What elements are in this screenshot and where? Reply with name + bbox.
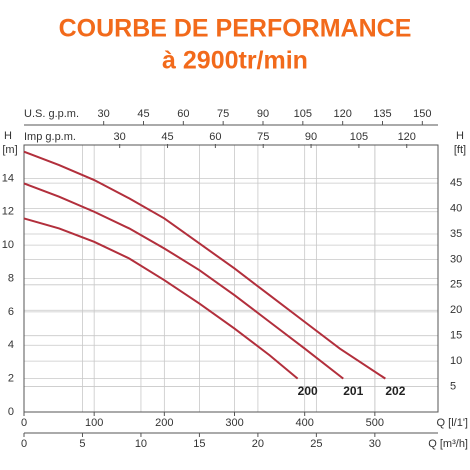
plot-frame <box>23 144 439 413</box>
y2-tick-label: 15 <box>450 330 462 342</box>
x2-tick-label: 15 <box>193 438 205 450</box>
x2-tick-label: 20 <box>252 438 264 450</box>
y2-tick-label: 30 <box>450 253 462 265</box>
x2-tick-label: 30 <box>369 438 381 450</box>
x-tick-label: 500 <box>366 417 384 429</box>
top-tick-label: 90 <box>305 131 317 143</box>
top-tick-label: 90 <box>257 108 269 120</box>
y-tick-label: 14 <box>2 172 14 184</box>
x2-tick-label: 10 <box>135 438 147 450</box>
y2-tick-label: 5 <box>450 380 456 392</box>
top-tick-label: 45 <box>161 131 173 143</box>
y2-tick-label: 10 <box>450 355 462 367</box>
chart-subtitle: à 2900tr/min <box>162 47 308 75</box>
curve <box>23 217 299 380</box>
y2-tick-label: 25 <box>450 279 462 291</box>
y-tick-label: 6 <box>8 306 14 318</box>
top-tick-label: 105 <box>294 108 312 120</box>
x-tick-label: 400 <box>295 417 313 429</box>
x-tick-label: 0 <box>21 417 27 429</box>
x2-axis-label: Q [m³/h] <box>428 438 468 450</box>
y-axis-label: H <box>4 130 12 142</box>
x-tick-label: 300 <box>225 417 243 429</box>
y-axis-unit: [m] <box>2 144 17 156</box>
y2-tick-label: 20 <box>450 304 462 316</box>
curve <box>23 150 386 380</box>
x-axis-label: Q [l/1'] <box>437 417 468 429</box>
y-tick-label: 4 <box>8 339 14 351</box>
top-tick-label: 45 <box>137 108 149 120</box>
y-tick-label: 10 <box>2 239 14 251</box>
x-tick-label: 200 <box>155 417 173 429</box>
top-tick-label: 60 <box>177 108 189 120</box>
top-tick-label: 120 <box>333 108 351 120</box>
top-tick-label: 150 <box>413 108 431 120</box>
y2-tick-label: 40 <box>450 202 462 214</box>
top-tick-label: 75 <box>217 108 229 120</box>
y-tick-label: 12 <box>2 206 14 218</box>
y2-tick-label: 45 <box>450 177 462 189</box>
y-tick-label: 2 <box>8 373 14 385</box>
top-tick-label: 120 <box>398 131 416 143</box>
curve-label: 200 <box>298 384 318 398</box>
top-axis-label: Imp g.p.m. <box>24 131 76 143</box>
y2-axis-label: H <box>456 130 464 142</box>
y2-tick-label: 35 <box>450 228 462 240</box>
y-tick-label: 0 <box>8 406 14 418</box>
y-tick-label: 8 <box>8 272 14 284</box>
top-tick-label: 135 <box>373 108 391 120</box>
top-tick-label: 105 <box>350 131 368 143</box>
chart-title: COURBE DE PERFORMANCE <box>59 15 412 43</box>
curve <box>23 182 344 380</box>
top-tick-label: 75 <box>257 131 269 143</box>
curve-label: 202 <box>385 384 405 398</box>
x-tick-label: 100 <box>85 417 103 429</box>
x2-tick-label: 25 <box>310 438 322 450</box>
top-tick-label: 30 <box>114 131 126 143</box>
top-tick-label: 60 <box>209 131 221 143</box>
x2-tick-label: 0 <box>21 438 27 450</box>
curve-label: 201 <box>343 384 363 398</box>
x2-tick-label: 5 <box>79 438 85 450</box>
top-tick-label: 30 <box>98 108 110 120</box>
y2-axis-unit: [ft] <box>454 144 466 156</box>
top-axis-label: U.S. g.p.m. <box>24 108 79 120</box>
